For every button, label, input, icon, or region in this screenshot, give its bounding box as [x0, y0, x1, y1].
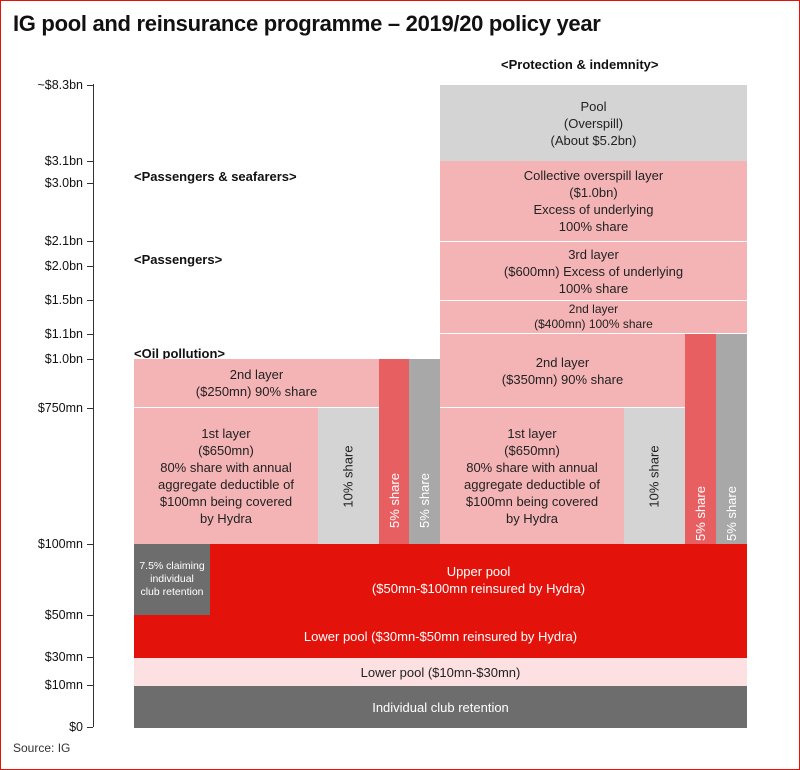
left-10-share-label: 10% share [341, 444, 356, 508]
y-tick [87, 727, 93, 728]
y-tick [87, 183, 93, 184]
pi-second-layer-350-label: 2nd layer ($350mn) 90% share [501, 354, 624, 387]
y-label-0: $0 [69, 720, 83, 734]
left-first-layer-label: 1st layer ($650mn) 80% share with annual… [158, 426, 294, 526]
source-note: Source: IG [13, 741, 71, 755]
y-label-100mn: $100mn [37, 537, 83, 551]
y-tick [87, 359, 93, 360]
lower-pool-30-50-label: Lower pool ($30mn-$50mn reinsured by Hyd… [303, 629, 578, 644]
pi-10-share-label: 10% share [647, 444, 662, 508]
y-tick [87, 266, 93, 267]
oil-second-layer-label: 2nd layer ($250mn) 90% share [195, 367, 318, 399]
y-label-3-1bn: $3.1bn [44, 154, 83, 168]
y-label-50mn: $50mn [44, 608, 83, 622]
left-5-share-grey-block: 5% share [409, 359, 440, 544]
y-label-3-0bn: $3.0bn [44, 176, 83, 190]
y-tick [87, 408, 93, 409]
y-tick [87, 85, 93, 86]
chart-title: IG pool and reinsurance programme – 2019… [13, 11, 601, 36]
header-protection-indemnity: <Protection & indemnity> [501, 57, 659, 72]
y-label-1-0bn: $1.0bn [44, 352, 83, 366]
header-passengers: <Passengers> [134, 252, 223, 267]
pi-second-layer-350-block: 2nd layer ($350mn) 90% share [440, 334, 685, 408]
pool-overspill-label: Pool (Overspill) (About $5.2bn) [550, 98, 637, 148]
pool-overspill-block: Pool (Overspill) (About $5.2bn) [440, 85, 747, 161]
oil-second-layer-block: 2nd layer ($250mn) 90% share [134, 359, 379, 408]
individual-club-retention-label: Individual club retention [372, 699, 509, 715]
left-first-layer-block: 1st layer ($650mn) 80% share with annual… [134, 408, 318, 544]
individual-club-retention-block: Individual club retention [134, 686, 747, 728]
upper-pool-label: Upper pool ($50mn-$100mn reinsured by Hy… [371, 563, 586, 596]
y-tick [87, 300, 93, 301]
header-passengers-seafarers: <Passengers & seafarers> [134, 169, 297, 184]
left-10-share-block: 10% share [318, 408, 379, 544]
y-tick [87, 241, 93, 242]
pi-second-layer-400-label: 2nd layer ($400mn) 100% share [534, 302, 653, 331]
pi-10-share-block: 10% share [624, 408, 685, 544]
pi-5-share-grey-label: 5% share [724, 485, 740, 541]
claiming-retention-block: 7.5% claiming individual club retention [134, 544, 210, 615]
y-label-2-0bn: $2.0bn [44, 259, 83, 273]
y-label-750mn: $750mn [37, 401, 83, 415]
claiming-retention-label: 7.5% claiming individual club retention [139, 560, 205, 598]
pi-5-share-red-label: 5% share [693, 485, 709, 541]
y-label-1-1bn: $1.1bn [44, 327, 83, 341]
y-axis-line [93, 84, 94, 727]
y-label-2-1bn: $2.1bn [44, 234, 83, 248]
third-layer-block: 3rd layer ($600mn) Excess of underlying … [440, 241, 747, 300]
left-5-share-grey-label: 5% share [417, 473, 433, 528]
upper-pool-block: Upper pool ($50mn-$100mn reinsured by Hy… [210, 544, 747, 615]
y-label-10mn: $10mn [44, 678, 83, 692]
y-tick [87, 615, 93, 616]
lower-pool-30-50-block: Lower pool ($30mn-$50mn reinsured by Hyd… [134, 615, 747, 658]
y-tick [87, 544, 93, 545]
y-label-30mn: $30mn [44, 650, 83, 664]
pi-5-share-red-block: 5% share [685, 334, 716, 544]
left-5-share-red-label: 5% share [386, 473, 402, 528]
y-tick [87, 657, 93, 658]
y-label-8-3bn: ~$8.3bn [37, 78, 83, 92]
y-label-1-5bn: $1.5bn [44, 293, 83, 307]
collective-overspill-block: Collective overspill layer ($1.0bn) Exce… [440, 161, 747, 241]
collective-overspill-label: Collective overspill layer ($1.0bn) Exce… [523, 168, 664, 234]
lower-pool-10-30-block: Lower pool ($10mn-$30mn) [134, 658, 747, 686]
y-tick [87, 685, 93, 686]
lower-pool-10-30-label: Lower pool ($10mn-$30mn) [360, 664, 521, 680]
y-tick [87, 161, 93, 162]
pi-second-layer-400-block: 2nd layer ($400mn) 100% share [440, 300, 747, 334]
pi-first-layer-label: 1st layer ($650mn) 80% share with annual… [464, 426, 600, 526]
third-layer-label: 3rd layer ($600mn) Excess of underlying … [503, 246, 684, 296]
y-tick [87, 334, 93, 335]
left-5-share-red-block: 5% share [379, 359, 409, 544]
pi-first-layer-block: 1st layer ($650mn) 80% share with annual… [440, 408, 624, 544]
pi-5-share-grey-block: 5% share [716, 334, 747, 544]
header-oil-pollution: <Oil pollution> [134, 346, 225, 361]
